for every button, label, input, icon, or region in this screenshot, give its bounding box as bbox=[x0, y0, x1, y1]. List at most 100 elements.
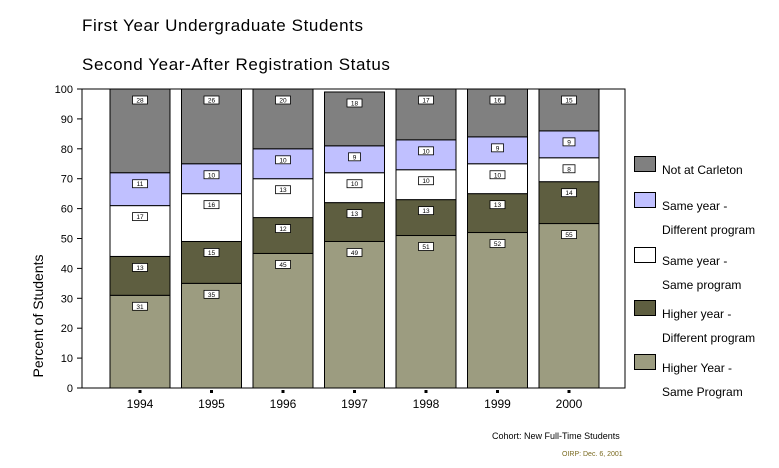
x-tick bbox=[353, 390, 356, 393]
data-label-box bbox=[132, 263, 148, 272]
y-tick-label: 80 bbox=[61, 144, 73, 156]
data-label: 11 bbox=[137, 181, 144, 188]
x-tick bbox=[567, 390, 571, 393]
data-label: 10 bbox=[208, 172, 216, 179]
data-label-box bbox=[346, 179, 363, 189]
source-note: OIRP: Dec. 6, 2001 bbox=[562, 451, 623, 458]
y-tick-label: 20 bbox=[61, 323, 73, 335]
x-tick-label: 1995 bbox=[198, 397, 225, 411]
bar-segment bbox=[467, 193, 528, 234]
data-label-box bbox=[418, 95, 434, 105]
data-label: 17 bbox=[136, 214, 144, 221]
legend-label-line-1: Same year - bbox=[662, 199, 728, 213]
bar-segment bbox=[181, 240, 242, 284]
bar-segment bbox=[538, 88, 600, 132]
legend-label-line-2: Same Program bbox=[662, 385, 743, 399]
data-label: 15 bbox=[565, 98, 573, 105]
data-label-box bbox=[348, 152, 361, 162]
data-label-box bbox=[561, 188, 577, 198]
data-label-box bbox=[132, 301, 148, 311]
y-tick-label: 60 bbox=[61, 204, 73, 216]
x-tick bbox=[281, 390, 285, 393]
legend-swatch bbox=[634, 192, 656, 208]
y-tick-label: 50 bbox=[61, 234, 73, 246]
x-tick bbox=[424, 390, 428, 393]
legend-swatch bbox=[634, 300, 656, 316]
data-label: 9 bbox=[496, 145, 500, 152]
data-label-box bbox=[346, 209, 363, 219]
legend-label: Higher year - Different program bbox=[662, 302, 755, 350]
data-label-box bbox=[561, 230, 577, 239]
data-label: 55 bbox=[565, 232, 573, 239]
bar-segment bbox=[467, 232, 528, 389]
y-tick-label: 70 bbox=[61, 174, 73, 186]
bar-segment bbox=[324, 145, 385, 174]
data-label-box bbox=[491, 143, 504, 153]
data-label-box bbox=[418, 146, 434, 156]
data-label-box bbox=[203, 248, 220, 257]
legend-label: Same year - Different program bbox=[662, 194, 755, 242]
y-tick-label: 90 bbox=[61, 114, 73, 126]
data-label-box bbox=[275, 155, 291, 165]
data-label: 9 bbox=[353, 154, 357, 161]
x-tick bbox=[138, 390, 142, 393]
data-label-box bbox=[418, 206, 434, 216]
x-tick-label: 1999 bbox=[484, 397, 511, 411]
data-label-box bbox=[275, 224, 291, 233]
legend-label: Not at Carleton bbox=[662, 158, 743, 182]
data-label-box bbox=[132, 179, 148, 189]
x-tick-label: 1997 bbox=[341, 397, 368, 411]
bar-segment bbox=[181, 282, 242, 389]
data-label-box bbox=[346, 248, 363, 257]
data-label: 16 bbox=[208, 202, 216, 209]
y-tick-label: 0 bbox=[67, 383, 73, 395]
data-label-box bbox=[203, 170, 220, 180]
data-label-box bbox=[275, 185, 291, 195]
data-label: 14 bbox=[565, 190, 573, 197]
cohort-note: Cohort: New Full-Time Students bbox=[492, 431, 620, 441]
data-label: 10 bbox=[422, 148, 430, 155]
data-label: 20 bbox=[279, 98, 287, 105]
data-label: 10 bbox=[422, 178, 430, 185]
data-label-box bbox=[346, 98, 363, 108]
data-label-box bbox=[418, 176, 434, 186]
bar-segment bbox=[252, 217, 314, 254]
data-label-box bbox=[489, 239, 506, 248]
x-tick-label: 1998 bbox=[413, 397, 440, 411]
bar-segment bbox=[538, 181, 600, 225]
data-label: 13 bbox=[136, 265, 144, 272]
data-label: 49 bbox=[351, 250, 359, 257]
legend-swatch bbox=[634, 247, 656, 263]
data-label-box bbox=[275, 260, 291, 269]
data-label: 28 bbox=[136, 98, 144, 105]
data-label: 12 bbox=[279, 226, 287, 233]
x-tick-label: 1994 bbox=[127, 397, 154, 411]
legend-label: Higher Year - Same Program bbox=[662, 356, 743, 404]
legend-label-line-1: Same year - bbox=[662, 254, 728, 268]
legend-label: Same year - Same program bbox=[662, 249, 741, 297]
data-label: 16 bbox=[494, 98, 502, 105]
data-label-box bbox=[203, 200, 220, 210]
bar-segment bbox=[324, 202, 385, 242]
bar-segment bbox=[538, 223, 600, 389]
bar-segment bbox=[109, 172, 171, 207]
x-tick bbox=[210, 390, 213, 393]
data-label-box bbox=[489, 95, 506, 105]
x-tick-label: 1996 bbox=[270, 397, 297, 411]
x-tick-label: 2000 bbox=[556, 397, 583, 411]
data-label: 51 bbox=[422, 244, 430, 251]
legend-swatch bbox=[634, 156, 656, 172]
legend-label-line-2: Same program bbox=[662, 278, 742, 292]
x-tick bbox=[496, 390, 499, 393]
data-label: 35 bbox=[208, 292, 216, 299]
data-label-box bbox=[489, 200, 506, 210]
data-label-box bbox=[561, 95, 577, 105]
data-label: 10 bbox=[494, 172, 502, 179]
data-label: 31 bbox=[136, 304, 144, 311]
bar-segment bbox=[395, 235, 457, 389]
data-label-box bbox=[489, 170, 506, 180]
legend-label-line-1: Not at Carleton bbox=[662, 163, 743, 177]
data-label: 13 bbox=[351, 211, 359, 218]
bar-segment bbox=[252, 178, 314, 219]
